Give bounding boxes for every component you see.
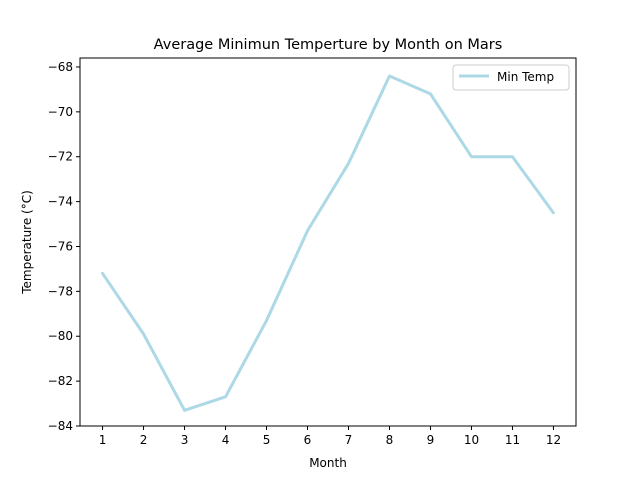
y-axis-title: Temperature (°C) — [20, 190, 34, 295]
y-tick-label: −76 — [48, 239, 73, 253]
x-tick-label: 5 — [263, 433, 271, 447]
x-tick-label: 10 — [464, 433, 479, 447]
y-tick-label: −74 — [48, 195, 73, 209]
x-tick-label: 8 — [386, 433, 394, 447]
x-tick-label: 7 — [345, 433, 353, 447]
legend-label-min-temp: Min Temp — [497, 70, 554, 84]
x-tick-label: 9 — [427, 433, 435, 447]
x-tick-label: 6 — [304, 433, 312, 447]
y-tick-label: −82 — [48, 374, 73, 388]
y-tick-label: −78 — [48, 284, 73, 298]
x-tick-label: 1 — [99, 433, 107, 447]
series-line-min-temp — [101, 74, 555, 412]
y-tick-label: −84 — [48, 419, 73, 433]
chart-title: Average Minimun Temperture by Month on M… — [154, 37, 503, 53]
plot-frame — [79, 57, 577, 427]
x-tick-label: 3 — [181, 433, 189, 447]
x-tick-label: 11 — [505, 433, 520, 447]
series-layer — [101, 74, 555, 412]
y-tick-label: −70 — [48, 105, 73, 119]
x-tick-label: 2 — [140, 433, 148, 447]
x-axis-ticks: 1 2 3 4 5 6 7 8 9 10 11 12 — [99, 426, 561, 447]
y-tick-label: −72 — [48, 150, 73, 164]
legend-box — [452, 64, 570, 91]
y-tick-label: −68 — [48, 60, 73, 74]
x-tick-label: 12 — [546, 433, 561, 447]
y-axis-ticks: −84 −82 −80 −78 −76 −74 −72 −70 −68 — [48, 60, 80, 433]
x-axis-title: Month — [309, 456, 347, 470]
x-tick-label: 4 — [222, 433, 230, 447]
y-tick-label: −80 — [48, 329, 73, 343]
legend: Min Temp — [452, 64, 570, 91]
